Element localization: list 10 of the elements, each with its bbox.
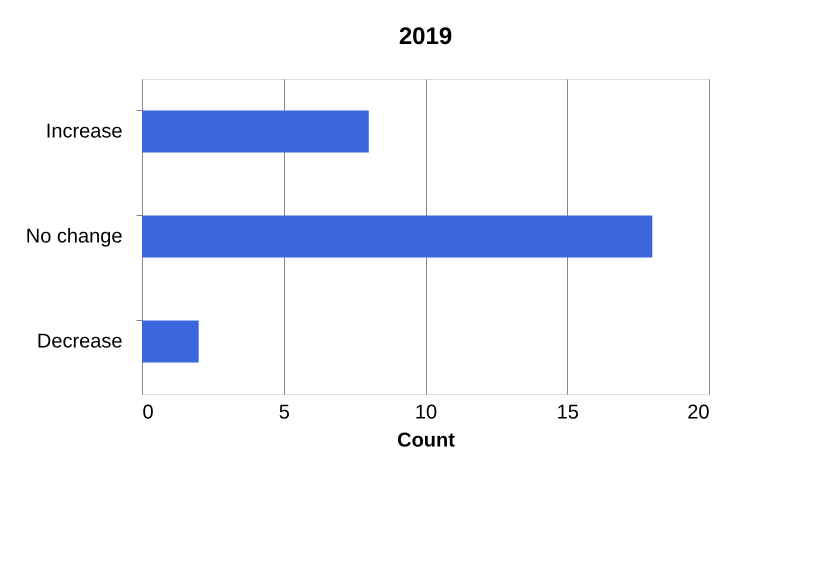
x-tick-label: 15	[556, 402, 579, 424]
x-tick-label: 10	[414, 402, 438, 424]
x-tick-label: 0	[142, 402, 154, 424]
x-axis-title: Count	[397, 430, 456, 452]
chart-title: 2019	[398, 23, 452, 50]
y-tick-label: Decrease	[36, 330, 122, 352]
x-tick-label: 5	[278, 402, 290, 424]
y-tick-label: No change	[26, 226, 122, 248]
y-tick-label: Increase	[46, 120, 122, 142]
x-tick-label: 20	[687, 402, 710, 424]
